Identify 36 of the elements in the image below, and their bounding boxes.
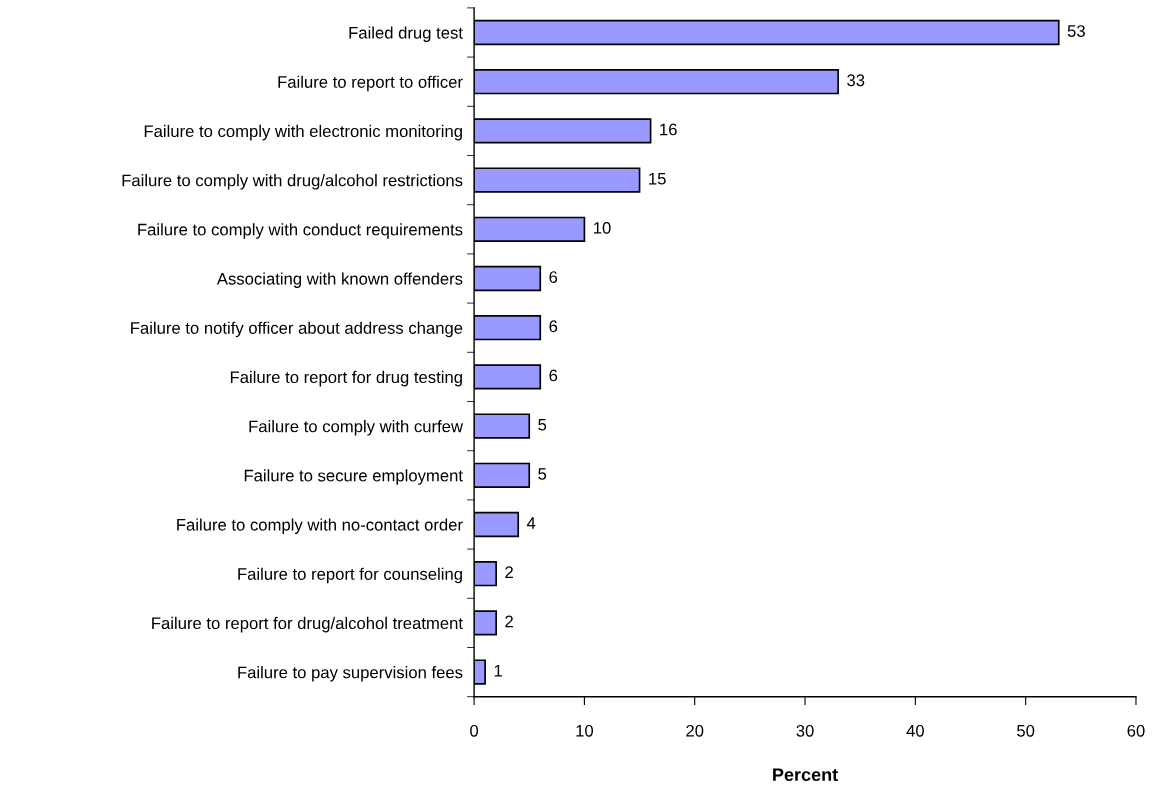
data-label: 5 [538, 468, 547, 480]
x-tick-label: 40 [906, 724, 924, 737]
y-tick-label: Failure to report for counseling [238, 567, 462, 584]
data-label: 16 [660, 123, 677, 136]
data-label: 53 [1067, 25, 1085, 37]
y-tick-label: Failure to report for drug testing [230, 370, 462, 387]
x-axis-title: Percent [773, 768, 838, 782]
data-label: 6 [549, 320, 558, 333]
y-tick-label: Failure to pay supervision fees [238, 666, 463, 682]
y-tick-label: Failure to comply with conduct requirements [138, 223, 463, 239]
x-tick-label: 20 [686, 724, 704, 737]
x-tick-label: 30 [796, 724, 814, 737]
y-tick-label: Failure to notify officer about address change [131, 321, 463, 338]
data-label: 6 [549, 271, 558, 283]
data-label: 33 [847, 74, 865, 87]
data-label: 1 [494, 664, 502, 677]
y-tick-label: Failure to comply with curfew [249, 420, 464, 436]
data-label: 4 [526, 517, 536, 529]
y-tick-label: Associating with known offenders [216, 272, 463, 288]
x-tick-label: 10 [576, 724, 594, 737]
data-label: 15 [649, 172, 666, 185]
data-label: 2 [505, 566, 513, 578]
x-tick-label: 0 [470, 724, 479, 737]
y-tick-label: Failure to report to officer [278, 75, 463, 92]
x-tick-label: 60 [1127, 724, 1145, 737]
data-label: 6 [549, 369, 558, 382]
y-tick-label: Failure to comply with drug/alcohol restrictions [122, 174, 463, 190]
x-tick-label: 50 [1017, 724, 1035, 737]
data-label: 5 [538, 418, 547, 431]
y-tick-label: Failed drug test [349, 26, 463, 42]
data-label: 10 [594, 221, 611, 234]
y-tick-label: Failure to report for drug/alcohol treatment [152, 616, 463, 633]
y-tick-label: Failure to comply with electronic monitoring [144, 124, 462, 141]
data-label: 2 [505, 615, 513, 628]
y-tick-label: Failure to secure employment [244, 469, 463, 485]
y-tick-label: Failure to comply with no-contact order [177, 518, 463, 534]
